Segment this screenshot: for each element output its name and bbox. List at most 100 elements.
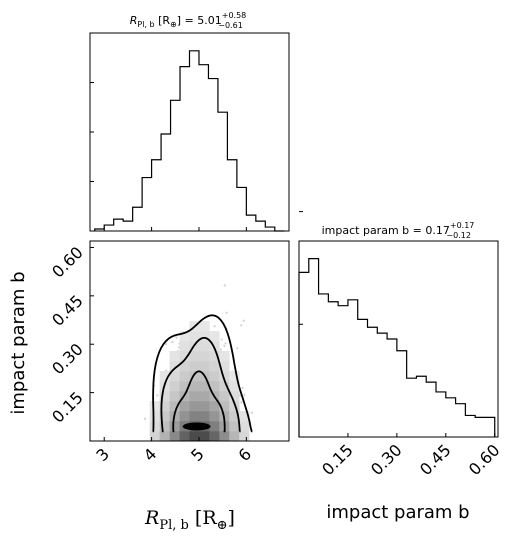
density-cell — [219, 361, 230, 372]
joint-xtick-label: 3 — [92, 444, 113, 465]
title-impact: impact param b = 0.17+0.17 −0.12 — [322, 221, 475, 240]
density-cell — [179, 351, 190, 362]
density-cell — [189, 331, 200, 342]
density-cell — [179, 361, 190, 372]
density-cell — [229, 411, 240, 422]
density-cell — [159, 421, 170, 432]
joint-ytick-label: 0.60 — [48, 243, 87, 282]
xlabel-radius: RPl, b [R⊕] — [144, 507, 235, 533]
density-cell — [149, 411, 160, 422]
density-peak — [182, 422, 211, 431]
joint-ytick-label: 0.30 — [48, 340, 87, 379]
joint-ytick-label: 0.15 — [48, 388, 87, 427]
density-cell — [209, 341, 220, 352]
scatter-point — [223, 344, 226, 347]
title-radius: RPl, b [R⊕] = 5.01+0.58 −0.61 — [130, 11, 247, 30]
density-cell — [179, 411, 190, 422]
density-cell — [209, 431, 220, 442]
contour-level-3 — [152, 314, 253, 433]
density-cell — [179, 381, 190, 392]
density-cell — [189, 431, 200, 442]
impact-hist-xtick-label: 0.30 — [367, 440, 406, 479]
ylabel-impact: impact param b — [8, 271, 29, 414]
density-cell — [169, 361, 180, 372]
joint-frame — [89, 240, 290, 442]
joint-xtick-label: 5 — [187, 444, 208, 465]
density-cell — [159, 431, 170, 442]
density-cell — [179, 341, 190, 352]
scatter-point — [243, 393, 246, 397]
density-cell — [169, 351, 180, 362]
density-cell — [149, 421, 160, 432]
density-cell — [159, 391, 170, 402]
scatter-point — [240, 324, 243, 327]
density-cell — [149, 401, 160, 412]
density-cell — [229, 391, 240, 402]
density-cell — [239, 411, 250, 422]
density-cell — [199, 361, 210, 372]
joint-xtick-label: 6 — [235, 444, 256, 465]
scatter-point — [156, 394, 159, 397]
density-cell — [209, 361, 220, 372]
density-cell — [189, 371, 200, 382]
scatter-point — [220, 338, 223, 341]
xlabel-impact: impact param b — [326, 502, 469, 523]
density-cell — [209, 351, 220, 362]
density-cell — [239, 421, 250, 432]
density-cell — [179, 371, 190, 382]
density-cell — [209, 411, 220, 422]
density-cell — [199, 411, 210, 422]
impact-hist-xtick-label: 0.60 — [465, 440, 504, 479]
density-cell — [169, 381, 180, 392]
density-cell — [229, 371, 240, 382]
scatter-point — [165, 343, 168, 346]
impact-hist-step-line — [298, 258, 496, 437]
scatter-point — [242, 319, 245, 322]
density-cell — [199, 341, 210, 352]
density-cell — [219, 401, 230, 412]
density-cell — [229, 421, 240, 432]
density-cell — [199, 331, 210, 342]
density-cell — [219, 391, 230, 402]
density-cell — [149, 431, 160, 442]
density-cell — [169, 371, 180, 382]
impact-hist-frame — [298, 240, 499, 438]
scatter-point — [144, 417, 147, 420]
scatter-point — [241, 386, 244, 390]
density-cell — [219, 351, 230, 362]
density-cell — [229, 431, 240, 442]
scatter-point — [171, 341, 174, 344]
scatter-point — [225, 311, 228, 314]
scatter-point — [175, 336, 178, 339]
density-cell — [189, 351, 200, 362]
density-cell — [179, 331, 190, 342]
scatter-point — [219, 348, 223, 351]
density-cell — [219, 381, 230, 392]
density-cell — [229, 381, 240, 392]
density-cell — [169, 431, 180, 442]
density-cell — [209, 421, 220, 432]
density-cell — [199, 431, 210, 442]
density-cell — [209, 401, 220, 412]
density-cell — [199, 391, 210, 402]
scatter-point — [236, 347, 239, 350]
density-cell — [179, 401, 190, 412]
joint-ytick-label: 0.45 — [48, 291, 87, 330]
density-cell — [229, 401, 240, 412]
density-cell — [209, 381, 220, 392]
density-cell — [199, 351, 210, 362]
contour-level-1 — [172, 370, 226, 433]
density-cell — [219, 371, 230, 382]
contour-level-2 — [160, 337, 241, 433]
radius-histogram-panel — [89, 32, 290, 232]
scatter-point — [223, 284, 226, 287]
density-cell — [209, 331, 220, 342]
density-cell — [159, 411, 170, 422]
density-cell — [169, 421, 180, 432]
density-cell — [239, 431, 250, 442]
density-cell — [219, 431, 230, 442]
density-cell — [169, 401, 180, 412]
scatter-point — [250, 411, 254, 414]
density-cell — [189, 391, 200, 402]
density-cell — [189, 381, 200, 392]
